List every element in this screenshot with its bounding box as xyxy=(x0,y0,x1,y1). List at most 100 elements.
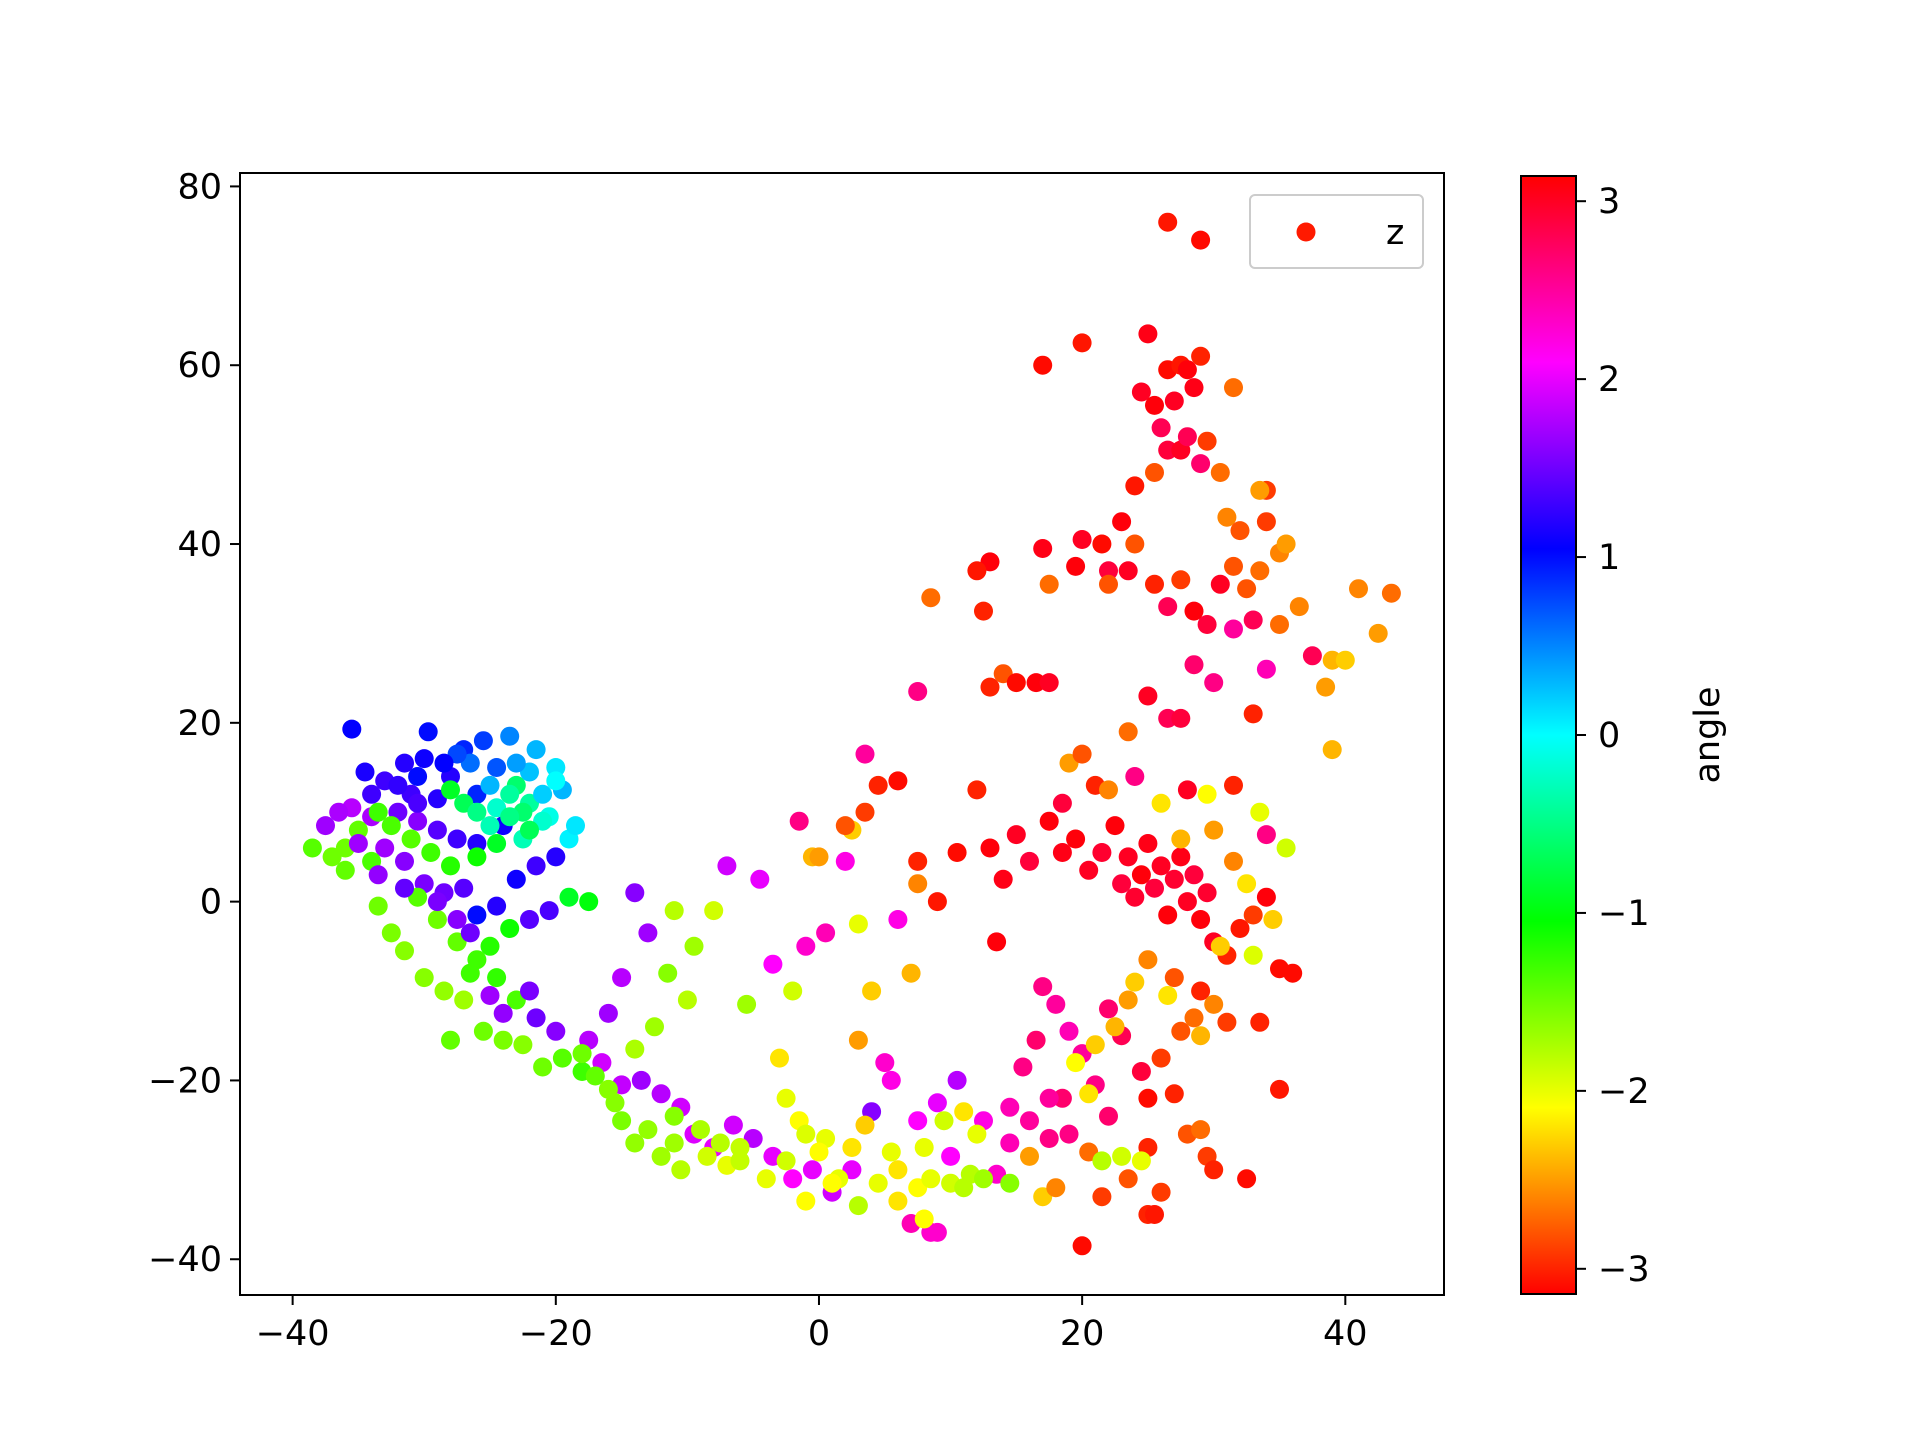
scatter-point xyxy=(1099,999,1118,1019)
scatter-point xyxy=(756,1169,776,1189)
scatter-point xyxy=(355,762,375,782)
scatter-point xyxy=(1066,829,1086,849)
scatter-point xyxy=(1171,708,1191,728)
scatter-point xyxy=(1171,829,1191,849)
scatter-point xyxy=(776,1151,796,1171)
scatter-point xyxy=(539,901,559,921)
scatter-point xyxy=(763,954,783,974)
scatter-point xyxy=(888,910,908,929)
scatter-point xyxy=(1349,579,1368,599)
scatter-point xyxy=(559,887,579,907)
scatter-point xyxy=(348,820,368,840)
scatter-point xyxy=(1230,521,1250,541)
scatter-point xyxy=(1217,1012,1237,1032)
scatter-point xyxy=(1164,1084,1184,1104)
scatter-point xyxy=(1171,1021,1191,1041)
scatter-point xyxy=(638,923,658,943)
scatter-point xyxy=(427,820,447,840)
scatter-point xyxy=(598,1079,618,1099)
y-tick-label: 80 xyxy=(177,167,222,207)
scatter-point xyxy=(1191,1026,1211,1046)
scatter-point xyxy=(1118,990,1138,1010)
scatter-point xyxy=(848,1196,868,1216)
scatter-point xyxy=(467,905,487,925)
scatter-point xyxy=(835,851,855,871)
scatter-point xyxy=(1066,556,1086,576)
scatter-point xyxy=(1191,910,1211,929)
scatter-point xyxy=(520,820,539,840)
colorbar-axis: −3 −2 −1 0 1 2 3 xyxy=(1576,182,1650,1290)
scatter-point xyxy=(783,1169,803,1189)
scatter-point xyxy=(816,923,836,943)
scatter-point xyxy=(947,1070,967,1090)
scatter-point xyxy=(796,1124,816,1144)
scatter-point xyxy=(888,771,908,791)
scatter-point xyxy=(1224,851,1243,871)
y-axis: −40 −20 0 20 40 60 80 xyxy=(148,167,240,1280)
scatter-point xyxy=(776,1088,796,1108)
colorbar-tick-label: −3 xyxy=(1598,1250,1650,1290)
scatter-point xyxy=(1197,615,1217,634)
scatter-point xyxy=(697,1146,717,1166)
scatter-point xyxy=(710,1133,730,1153)
scatter-point xyxy=(1033,977,1053,997)
scatter-point xyxy=(789,811,809,831)
scatter-point xyxy=(1125,767,1145,786)
scatter-point xyxy=(612,968,632,988)
scatter-point xyxy=(967,561,987,581)
scatter-point xyxy=(914,1209,934,1229)
scatter-point xyxy=(1138,950,1158,970)
scatter-point xyxy=(447,829,467,849)
scatter-point xyxy=(1151,856,1171,876)
scatter-point xyxy=(1164,869,1184,889)
scatter-point xyxy=(947,843,967,862)
scatter-point xyxy=(1191,454,1211,474)
scatter-point xyxy=(1125,534,1145,554)
scatter-point xyxy=(1322,650,1342,670)
scatter-point xyxy=(414,968,434,988)
scatter-point xyxy=(1000,1097,1020,1117)
y-tick-label: −40 xyxy=(148,1240,222,1280)
scatter-point xyxy=(612,1111,632,1131)
scatter-point xyxy=(1158,440,1178,460)
scatter-point xyxy=(848,1030,868,1050)
scatter-point xyxy=(651,1146,671,1166)
scatter-point xyxy=(1039,1129,1059,1148)
scatter-point xyxy=(447,910,467,929)
scatter-point xyxy=(908,851,928,871)
scatter-point xyxy=(546,771,566,791)
scatter-point xyxy=(625,1039,645,1059)
scatter-point xyxy=(855,802,875,822)
scatter-point xyxy=(664,901,684,921)
scatter-point xyxy=(1079,860,1099,880)
scatter-point xyxy=(546,847,566,867)
scatter-point xyxy=(1184,1008,1204,1028)
x-tick-label: −40 xyxy=(256,1314,330,1354)
scatter-point xyxy=(862,981,882,1001)
scatter-point xyxy=(375,838,395,858)
scatter-point xyxy=(467,847,487,867)
scatter-point xyxy=(1164,968,1184,988)
x-tick-label: −20 xyxy=(519,1314,593,1354)
scatter-point xyxy=(848,914,868,934)
scatter-point xyxy=(934,1111,954,1131)
scatter-point xyxy=(802,1160,822,1180)
scatter-point xyxy=(684,936,704,956)
scatter-point xyxy=(480,775,500,795)
scatter-point xyxy=(1158,597,1178,617)
scatter-point xyxy=(427,892,447,912)
scatter-point xyxy=(888,1191,908,1211)
scatter-point xyxy=(316,816,335,836)
scatter-point xyxy=(1191,981,1211,1001)
scatter-point xyxy=(1039,1088,1059,1108)
scatter-point xyxy=(1177,892,1197,912)
scatter-point xyxy=(1197,784,1217,804)
scatter-point xyxy=(1158,986,1178,1005)
scatter-point xyxy=(908,874,928,894)
x-axis: −40 −20 0 20 40 xyxy=(256,1295,1368,1354)
scatter-point xyxy=(487,968,507,988)
scatter-point xyxy=(868,775,888,795)
x-tick-label: 20 xyxy=(1060,1314,1105,1354)
scatter-point xyxy=(487,896,507,916)
scatter-point xyxy=(348,834,368,853)
